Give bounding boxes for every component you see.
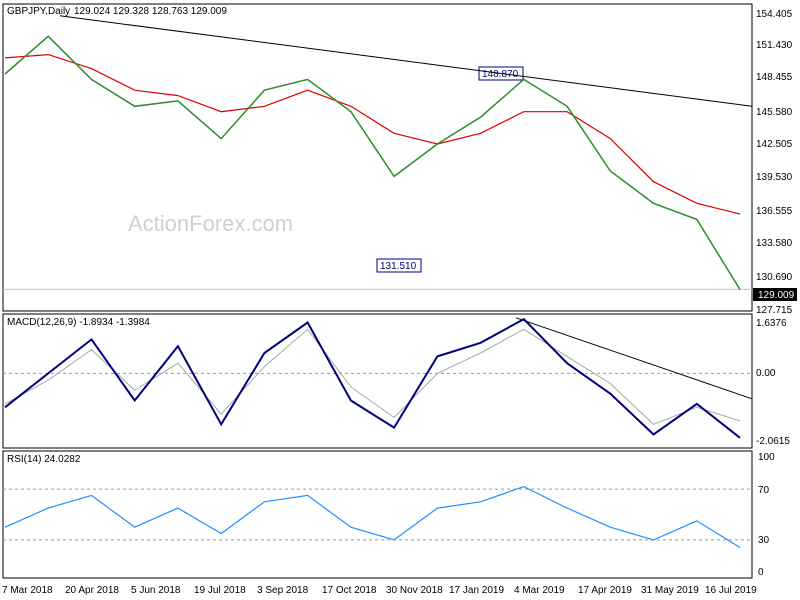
x-tick: 30 Nov 2018 bbox=[386, 585, 443, 596]
macd-trendline bbox=[515, 317, 753, 400]
macd-tick: -2.0615 bbox=[756, 436, 790, 447]
price-tick: 130.690 bbox=[756, 272, 793, 283]
current-price-box bbox=[753, 288, 797, 301]
price-tick: 127.715 bbox=[756, 305, 793, 316]
rsi-panel-frame bbox=[2, 450, 753, 579]
x-tick: 3 Sep 2018 bbox=[257, 585, 309, 596]
moving-average-line bbox=[4, 53, 741, 215]
x-tick: 20 Apr 2018 bbox=[65, 585, 119, 596]
x-axis: 7 Mar 2018 20 Apr 2018 5 Jun 2018 19 Jul… bbox=[2, 585, 757, 596]
price-line bbox=[4, 35, 741, 290]
high-annotation: 148.870 bbox=[482, 69, 519, 80]
price-tick: 133.580 bbox=[756, 238, 793, 249]
x-tick: 17 Jan 2019 bbox=[449, 585, 504, 596]
macd-panel-frame bbox=[2, 313, 753, 449]
price-tick: 154.405 bbox=[756, 9, 793, 20]
price-tick: 151.430 bbox=[756, 40, 793, 51]
x-tick: 19 Jul 2018 bbox=[194, 585, 246, 596]
low-annotation: 131.510 bbox=[380, 261, 417, 272]
rsi-tick: 0 bbox=[758, 567, 764, 578]
macd-label: MACD(12,26,9) -1.8934 -1.3984 bbox=[7, 317, 150, 328]
price-tick: 139.530 bbox=[756, 172, 793, 183]
price-axis: 154.405 151.430 148.455 145.580 142.505 … bbox=[756, 9, 793, 316]
current-price-label: 129.009 bbox=[758, 290, 795, 301]
rsi-tick: 100 bbox=[758, 452, 775, 463]
x-tick: 31 May 2019 bbox=[641, 585, 699, 596]
rsi-tick: 70 bbox=[758, 485, 770, 496]
price-trendline bbox=[59, 15, 753, 107]
x-tick: 4 Mar 2019 bbox=[514, 585, 565, 596]
x-tick: 17 Apr 2019 bbox=[578, 585, 632, 596]
macd-tick: 0.00 bbox=[756, 368, 776, 379]
ohlc-label: 129.024 129.328 128.763 129.009 bbox=[74, 6, 227, 17]
price-tick: 142.505 bbox=[756, 139, 793, 150]
x-tick: 16 Jul 2019 bbox=[705, 585, 757, 596]
price-tick: 148.455 bbox=[756, 72, 793, 83]
x-tick: 7 Mar 2018 bbox=[2, 585, 53, 596]
series-layer bbox=[3, 15, 753, 549]
rsi-line bbox=[4, 485, 741, 549]
macd-tick: 1.6376 bbox=[756, 318, 787, 329]
rsi-axis: 100 70 30 0 bbox=[758, 452, 775, 578]
x-tick: 5 Jun 2018 bbox=[131, 585, 181, 596]
rsi-label: RSI(14) 24.0282 bbox=[7, 454, 81, 465]
x-tick: 17 Oct 2018 bbox=[322, 585, 377, 596]
macd-line bbox=[4, 317, 741, 439]
macd-axis: 1.6376 0.00 -2.0615 bbox=[756, 318, 790, 447]
watermark: ActionForex.com bbox=[128, 211, 293, 236]
symbol-label: GBPJPY,Daily bbox=[7, 6, 70, 17]
price-tick: 136.555 bbox=[756, 206, 793, 217]
price-tick: 145.580 bbox=[756, 107, 793, 118]
macd-signal-line bbox=[4, 328, 741, 425]
rsi-tick: 30 bbox=[758, 535, 770, 546]
low-annotation-box bbox=[376, 258, 422, 273]
